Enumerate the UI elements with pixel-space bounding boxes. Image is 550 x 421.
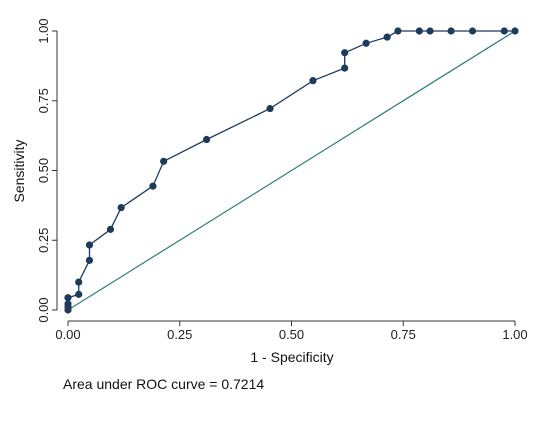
roc-point bbox=[149, 182, 157, 190]
roc-point bbox=[309, 77, 317, 85]
roc-point bbox=[64, 300, 72, 308]
roc-point bbox=[383, 33, 391, 41]
roc-point bbox=[341, 64, 349, 72]
roc-point bbox=[426, 27, 434, 35]
roc-point bbox=[266, 104, 274, 113]
roc-point bbox=[341, 49, 349, 57]
x-tick-label: 0.50 bbox=[279, 327, 304, 342]
roc-point bbox=[75, 278, 83, 286]
y-tick-label: 0.00 bbox=[36, 297, 51, 322]
x-axis-title: 1 - Specificity bbox=[250, 349, 333, 365]
roc-point bbox=[415, 27, 423, 35]
roc-point bbox=[75, 290, 83, 298]
roc-point bbox=[117, 204, 125, 212]
y-tick-label: 0.50 bbox=[36, 158, 51, 183]
roc-point bbox=[511, 27, 519, 35]
roc-point bbox=[447, 27, 455, 35]
y-axis-title: Sensitivity bbox=[11, 139, 27, 202]
x-tick-label: 1.00 bbox=[502, 327, 527, 342]
roc-points bbox=[64, 27, 519, 314]
axes: 0.00 0.25 0.50 0.75 1.00 0.00 0.25 0.50 0.75 1.00 bbox=[36, 18, 528, 342]
roc-point bbox=[85, 241, 94, 249]
auc-annotation: Area under ROC curve = 0.7214 bbox=[63, 376, 264, 392]
roc-point bbox=[106, 225, 115, 233]
x-tick-label: 0.25 bbox=[167, 327, 192, 342]
reference-diagonal-line bbox=[67, 30, 516, 311]
y-tick-label: 1.00 bbox=[36, 18, 51, 43]
y-tick-label: 0.25 bbox=[36, 228, 51, 253]
reference-line bbox=[67, 30, 516, 311]
roc-point bbox=[160, 157, 168, 165]
x-tick-label: 0.75 bbox=[391, 327, 416, 342]
roc-point bbox=[64, 294, 72, 302]
roc-point bbox=[394, 27, 402, 35]
roc-point bbox=[500, 27, 508, 35]
y-tick-label: 0.75 bbox=[36, 88, 51, 113]
x-tick-label: 0.00 bbox=[55, 327, 80, 342]
roc-point bbox=[468, 27, 477, 35]
roc-point bbox=[362, 39, 370, 47]
roc-point bbox=[85, 256, 94, 264]
roc-point bbox=[202, 135, 211, 144]
